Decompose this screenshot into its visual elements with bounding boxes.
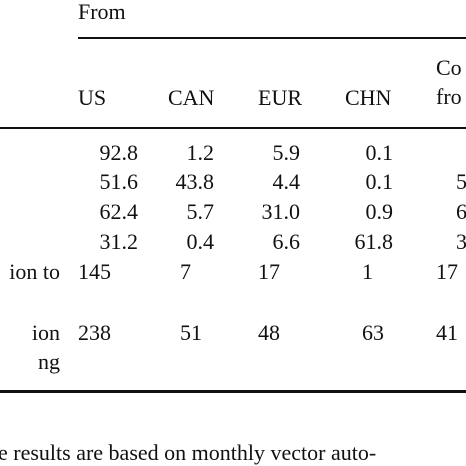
column-header: US bbox=[78, 85, 107, 110]
footnote: e results are based on monthly vector au… bbox=[0, 440, 377, 465]
cell: 1.2 bbox=[186, 140, 215, 165]
cell: 43.8 bbox=[175, 169, 215, 194]
cell: 92.8 bbox=[99, 140, 139, 165]
cell: 69 bbox=[456, 199, 466, 224]
cell: 4.4 bbox=[272, 169, 301, 194]
cell: 56 bbox=[456, 169, 466, 194]
cell: 238 bbox=[78, 320, 111, 345]
column-header: EUR bbox=[258, 85, 302, 110]
column-header: CHN bbox=[345, 85, 392, 110]
row-label: ion bbox=[31, 320, 60, 345]
table-bottom-rule bbox=[0, 390, 466, 393]
cell: 17 bbox=[436, 259, 458, 284]
row-label: ion to bbox=[9, 259, 60, 284]
cell: 41 bbox=[436, 320, 458, 345]
cell: 61.8 bbox=[354, 229, 394, 254]
header-rule bbox=[78, 37, 466, 39]
cell: 7 bbox=[180, 259, 191, 284]
cell: 33 bbox=[456, 229, 466, 254]
cell: 6.6 bbox=[272, 229, 301, 254]
cell: 17 bbox=[258, 259, 280, 284]
cell: 51 bbox=[180, 320, 202, 345]
cell: 0.1 bbox=[365, 140, 394, 165]
from-header: From bbox=[78, 0, 126, 24]
cell: 145 bbox=[78, 259, 111, 284]
row-label: ng bbox=[38, 349, 60, 374]
cell: 62.4 bbox=[99, 199, 139, 224]
column-header: fro bbox=[436, 84, 462, 109]
cell: 5.9 bbox=[272, 140, 301, 165]
column-header: CAN bbox=[168, 85, 215, 110]
cell: 1 bbox=[362, 259, 373, 284]
cell: 48 bbox=[258, 320, 280, 345]
cell: 0.4 bbox=[186, 229, 215, 254]
cell: 31.0 bbox=[261, 199, 301, 224]
cell: 0.9 bbox=[365, 199, 394, 224]
cell: 51.6 bbox=[99, 169, 139, 194]
column-header: Co bbox=[436, 55, 462, 80]
header-bottom-rule bbox=[0, 127, 466, 129]
cell: 5.7 bbox=[186, 199, 215, 224]
cell: 31.2 bbox=[99, 229, 139, 254]
cell: 63 bbox=[362, 320, 384, 345]
cell: 0.1 bbox=[365, 169, 394, 194]
